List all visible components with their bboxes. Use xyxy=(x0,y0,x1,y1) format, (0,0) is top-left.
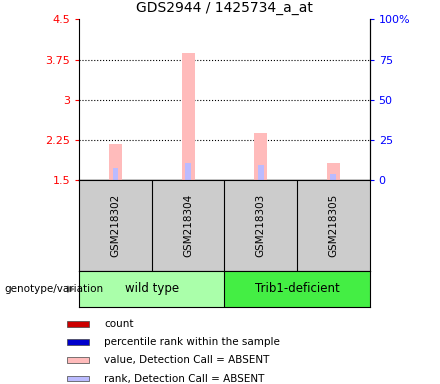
Bar xyxy=(254,133,267,180)
Text: GSM218303: GSM218303 xyxy=(256,194,266,257)
Bar xyxy=(67,376,88,381)
Bar xyxy=(224,271,370,307)
Text: count: count xyxy=(104,319,133,329)
Bar xyxy=(327,163,340,180)
Bar xyxy=(182,53,194,180)
Bar xyxy=(109,144,122,180)
Bar xyxy=(113,168,118,180)
Bar xyxy=(67,339,88,345)
Text: GSM218305: GSM218305 xyxy=(328,194,338,257)
Text: rank, Detection Call = ABSENT: rank, Detection Call = ABSENT xyxy=(104,374,264,384)
Text: GSM218304: GSM218304 xyxy=(183,194,193,257)
Text: Trib1-deficient: Trib1-deficient xyxy=(255,283,339,295)
Title: GDS2944 / 1425734_a_at: GDS2944 / 1425734_a_at xyxy=(136,2,313,15)
Bar xyxy=(67,321,88,327)
Text: value, Detection Call = ABSENT: value, Detection Call = ABSENT xyxy=(104,355,269,365)
Text: wild type: wild type xyxy=(125,283,179,295)
Text: genotype/variation: genotype/variation xyxy=(4,284,103,294)
Bar xyxy=(330,174,336,180)
Bar xyxy=(79,271,224,307)
Bar xyxy=(258,166,264,180)
Text: GSM218302: GSM218302 xyxy=(110,194,121,257)
Text: percentile rank within the sample: percentile rank within the sample xyxy=(104,337,280,347)
Bar xyxy=(185,163,191,180)
Bar xyxy=(67,358,88,363)
